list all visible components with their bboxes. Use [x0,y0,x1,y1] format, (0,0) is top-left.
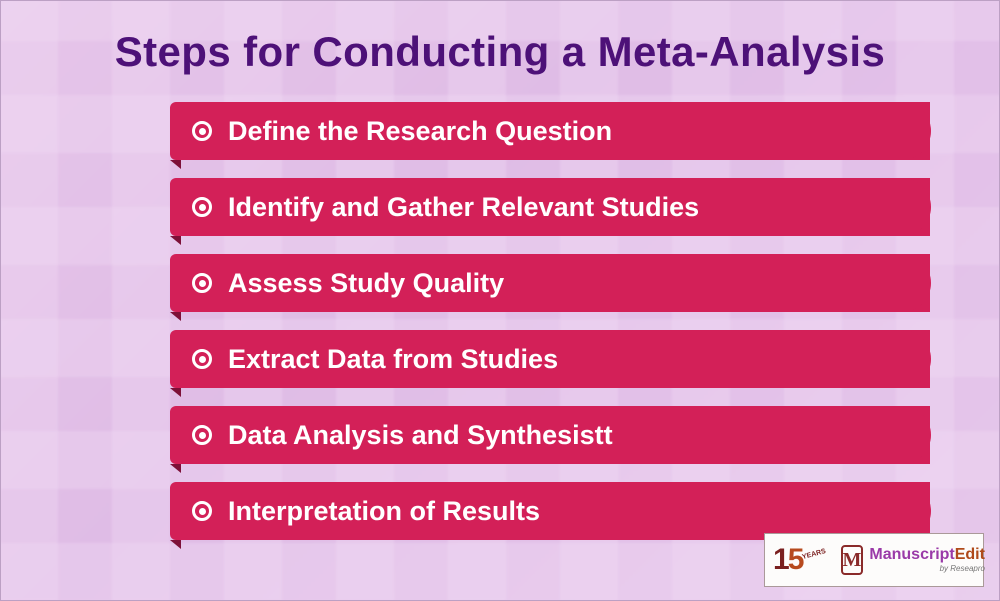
logo-years: YEARS [802,547,827,560]
logo-fifteen: 1 5 [773,543,804,577]
step-ribbon: Extract Data from Studies [170,330,930,388]
ribbon-tail [170,540,181,549]
bullet-icon [192,425,212,445]
step-item: Extract Data from Studies [170,330,930,388]
step-label: Data Analysis and Synthesistt [228,420,613,451]
bullet-icon [192,197,212,217]
logo-brand: ManuscriptEdit [869,547,985,563]
ribbon-tail [170,464,181,473]
ribbon-tail [170,388,181,397]
step-item: Assess Study Quality [170,254,930,312]
step-label: Define the Research Question [228,116,612,147]
step-item: Define the Research Question [170,102,930,160]
bullet-icon [192,349,212,369]
bullet-icon [192,501,212,521]
page-title: Steps for Conducting a Meta-Analysis [0,28,1000,76]
step-ribbon: Data Analysis and Synthesistt [170,406,930,464]
step-ribbon: Interpretation of Results [170,482,930,540]
logo-text: ManuscriptEdit by Reseapro [869,547,985,573]
step-label: Identify and Gather Relevant Studies [228,192,699,223]
step-item: Interpretation of Results [170,482,930,540]
step-item: Identify and Gather Relevant Studies [170,178,930,236]
bullet-icon [192,273,212,293]
brand-logo: 1 5 YEARS M ManuscriptEdit by Reseapro [764,533,984,587]
logo-monogram: M [841,545,864,575]
logo-digit-5: 5 [788,543,805,577]
logo-byline: by Reseapro [869,565,985,573]
bullet-icon [192,121,212,141]
ribbon-tail [170,312,181,321]
step-ribbon: Define the Research Question [170,102,930,160]
logo-brand-a: Manuscript [869,546,954,563]
step-label: Assess Study Quality [228,268,504,299]
step-item: Data Analysis and Synthesistt [170,406,930,464]
step-ribbon: Identify and Gather Relevant Studies [170,178,930,236]
steps-list: Define the Research Question Identify an… [170,102,930,558]
step-label: Interpretation of Results [228,496,540,527]
ribbon-tail [170,160,181,169]
step-ribbon: Assess Study Quality [170,254,930,312]
step-label: Extract Data from Studies [228,344,558,375]
logo-brand-b: Edit [955,546,985,563]
ribbon-tail [170,236,181,245]
